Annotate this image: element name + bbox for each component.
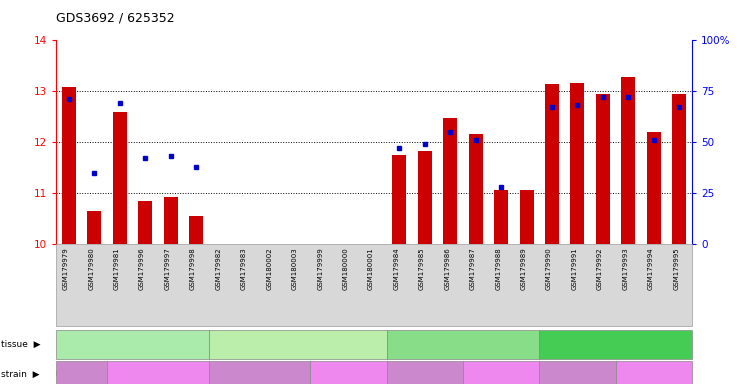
- Text: GSM180001: GSM180001: [368, 248, 374, 290]
- Text: tissue  ▶: tissue ▶: [1, 340, 40, 349]
- Text: GSM179984: GSM179984: [393, 248, 399, 290]
- Text: GSM179990: GSM179990: [546, 248, 552, 290]
- Text: gastrocnemius: gastrocnemius: [582, 340, 649, 349]
- Text: C57BL/6J: C57BL/6J: [634, 370, 674, 379]
- Text: GSM179989: GSM179989: [521, 248, 527, 290]
- Text: B6.C-D7Mit353: B6.C-D7Mit353: [225, 370, 294, 379]
- Text: GSM179985: GSM179985: [419, 248, 425, 290]
- Bar: [444, 118, 457, 244]
- Text: GSM179980: GSM179980: [88, 248, 94, 290]
- Bar: [164, 197, 177, 244]
- Text: brain: brain: [286, 340, 310, 349]
- Text: GSM179993: GSM179993: [622, 248, 628, 290]
- Bar: [62, 87, 76, 244]
- Text: GSM179992: GSM179992: [597, 248, 603, 290]
- Text: GSM179982: GSM179982: [215, 248, 221, 290]
- Bar: [189, 216, 203, 244]
- Bar: [494, 190, 508, 244]
- Bar: [393, 155, 406, 244]
- Bar: [596, 94, 610, 244]
- Text: gonadal white adipose: gonadal white adipose: [81, 340, 184, 349]
- Text: GSM179994: GSM179994: [648, 248, 654, 290]
- Text: B6.C-D7Mit353: B6.C-D7Mit353: [551, 371, 604, 377]
- Text: B6.C-D7Mit353: B6.C-D7Mit353: [55, 371, 108, 377]
- Bar: [88, 211, 101, 244]
- Bar: [571, 83, 584, 244]
- Text: GSM179986: GSM179986: [444, 248, 450, 290]
- Bar: [418, 151, 432, 244]
- Bar: [138, 200, 152, 244]
- Text: GSM179995: GSM179995: [673, 248, 679, 290]
- Text: strain  ▶: strain ▶: [1, 370, 39, 379]
- Text: GSM179996: GSM179996: [139, 248, 145, 290]
- Text: GSM179997: GSM179997: [165, 248, 171, 290]
- Text: GDS3692 / 625352: GDS3692 / 625352: [56, 12, 175, 25]
- Bar: [520, 190, 533, 244]
- Text: GSM179979: GSM179979: [63, 248, 69, 290]
- Bar: [545, 84, 559, 244]
- Text: C57BL/6J: C57BL/6J: [481, 370, 521, 379]
- Text: GSM180002: GSM180002: [266, 248, 272, 290]
- Bar: [647, 132, 660, 244]
- Bar: [622, 77, 635, 244]
- Bar: [672, 94, 686, 244]
- Text: GSM179998: GSM179998: [190, 248, 196, 290]
- Text: GSM179981: GSM179981: [114, 248, 120, 290]
- Text: GSM179991: GSM179991: [571, 248, 577, 290]
- Text: GSM179987: GSM179987: [470, 248, 476, 290]
- Text: GSM179988: GSM179988: [495, 248, 501, 290]
- Text: B6.C-D7Mit353: B6.C-D7Mit353: [399, 371, 451, 377]
- Text: GSM180003: GSM180003: [292, 248, 298, 290]
- Bar: [469, 134, 482, 244]
- Text: GSM179983: GSM179983: [241, 248, 247, 290]
- Bar: [113, 112, 126, 244]
- Text: GSM179999: GSM179999: [317, 248, 323, 290]
- Text: GSM180000: GSM180000: [343, 248, 349, 290]
- Text: C57BL/6J: C57BL/6J: [138, 370, 178, 379]
- Text: liver: liver: [453, 340, 473, 349]
- Text: C57BL/6J: C57BL/6J: [328, 370, 369, 379]
